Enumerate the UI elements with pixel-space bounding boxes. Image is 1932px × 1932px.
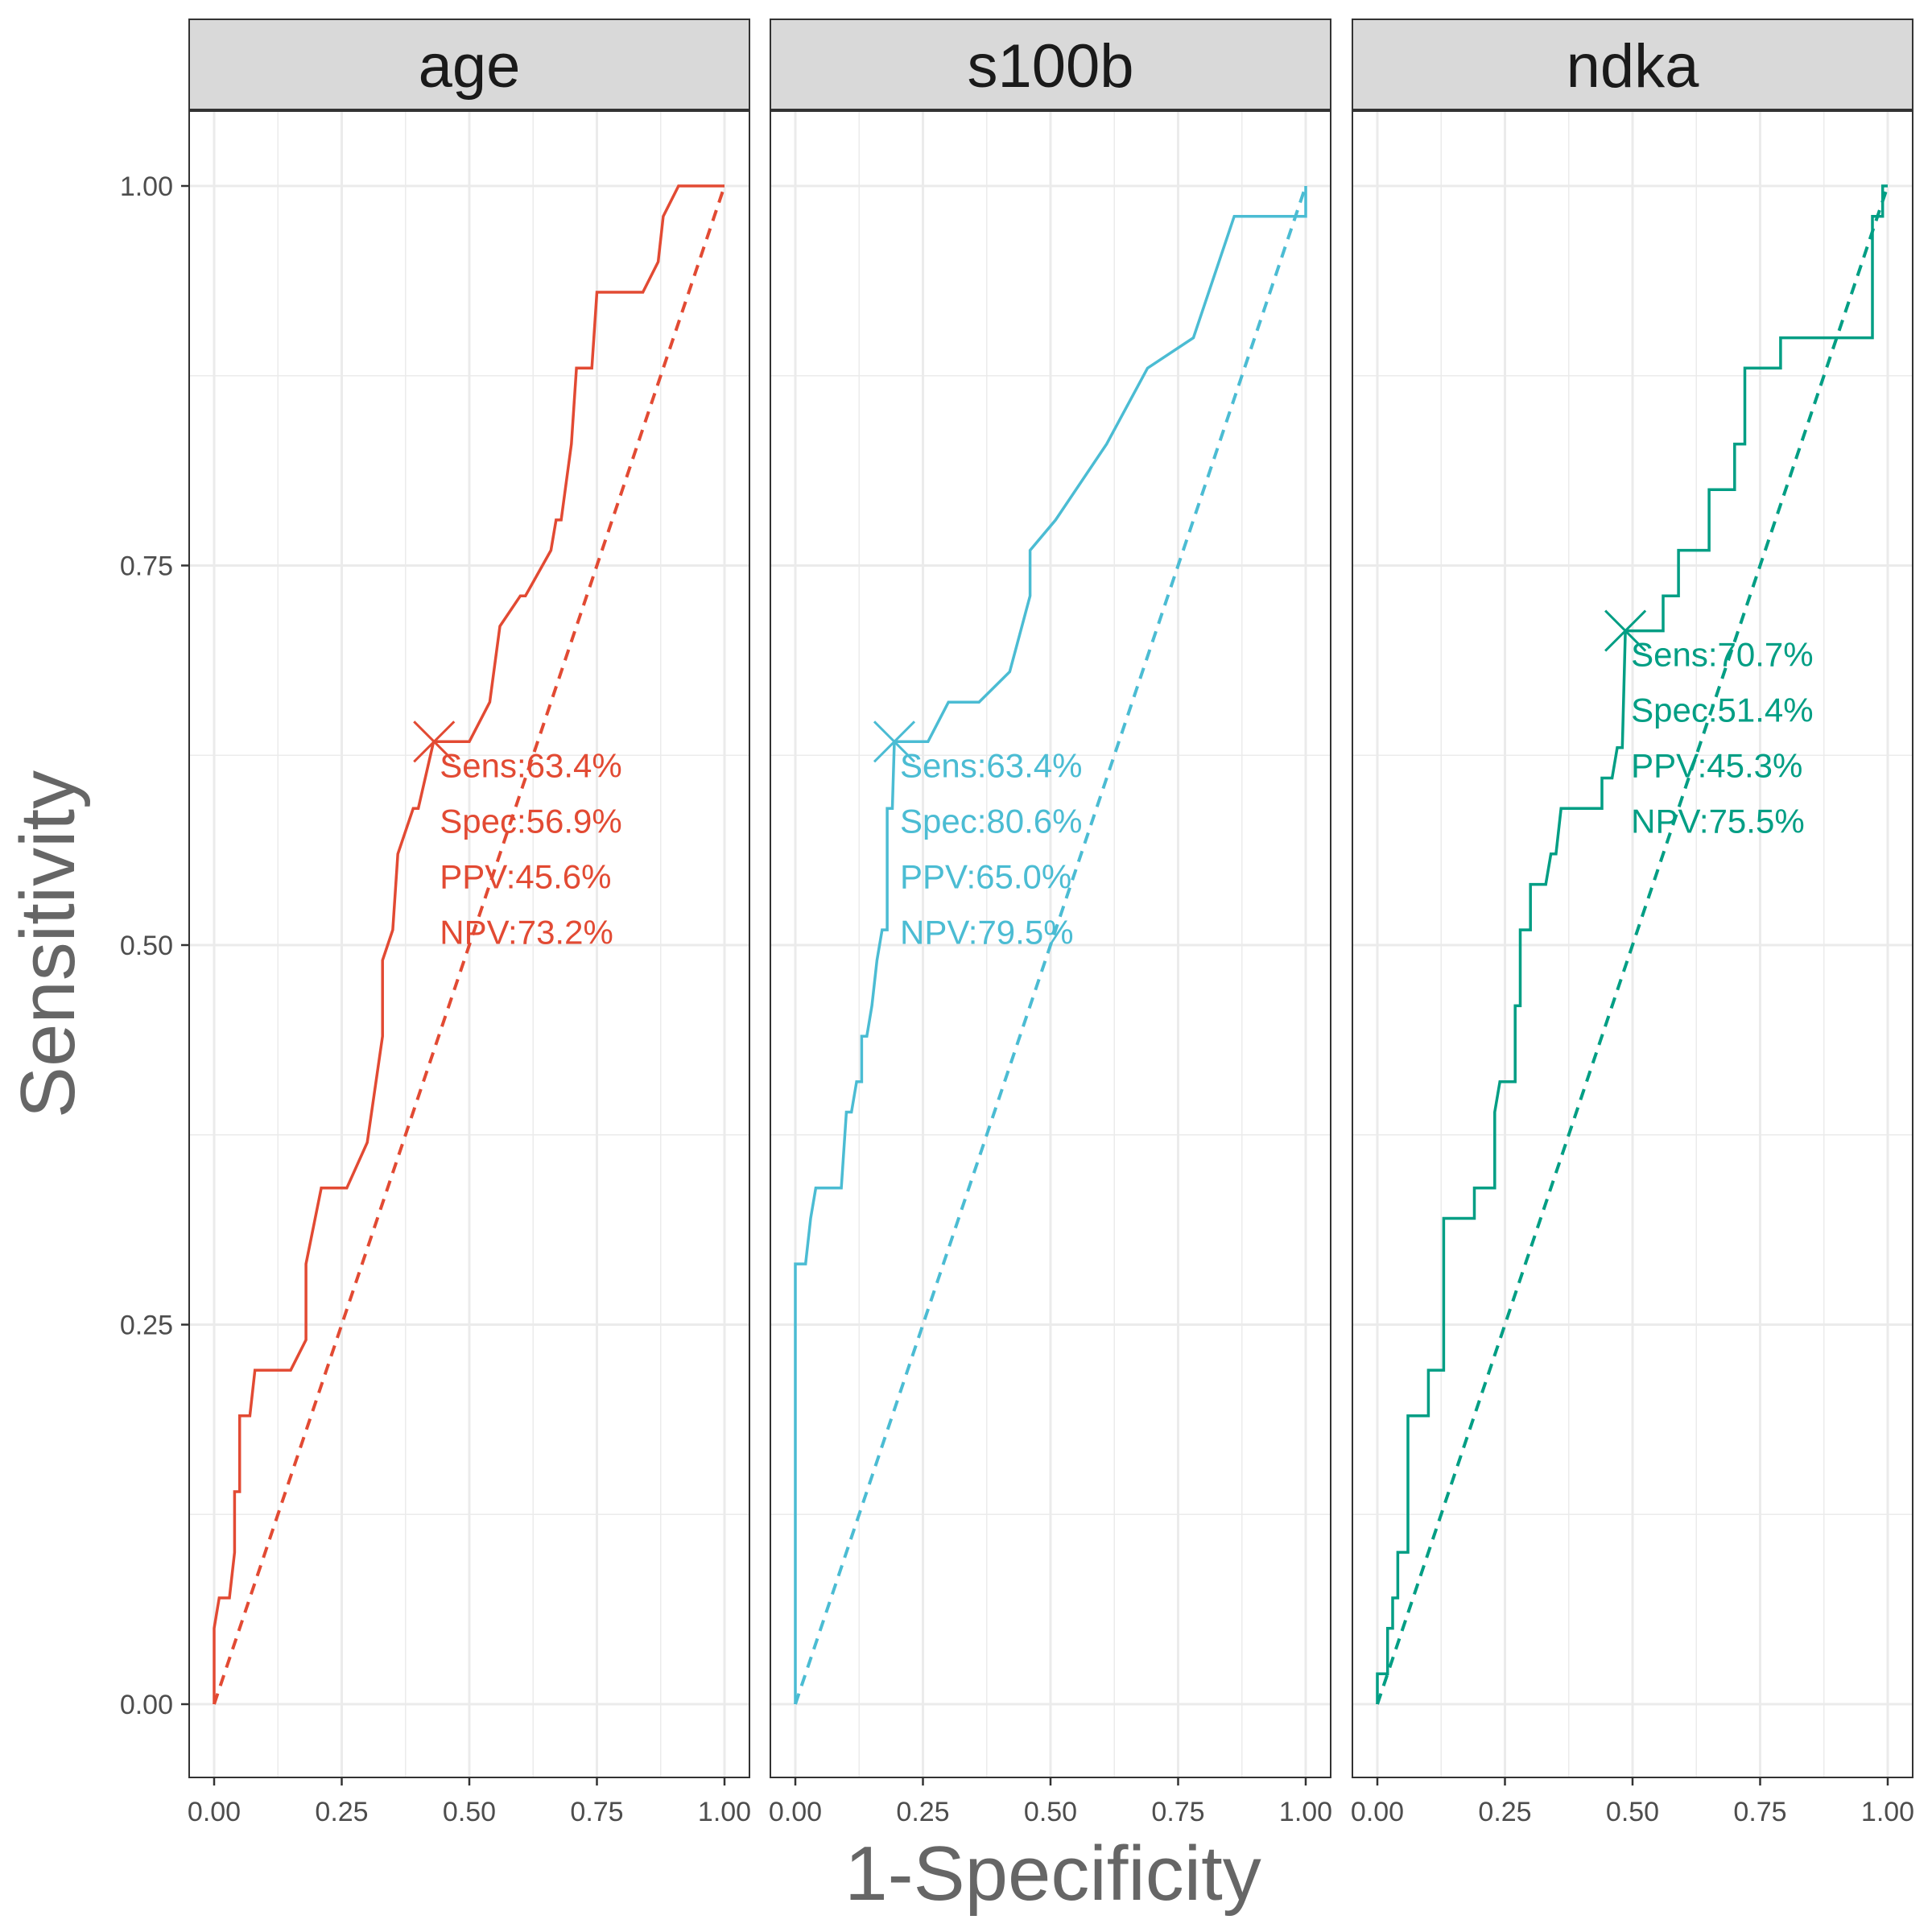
strip-s100b — [770, 19, 1331, 110]
y-tick-label: 0.25 — [120, 1311, 173, 1341]
x-tick-label: 0.50 — [443, 1797, 496, 1827]
strip-ndka — [1352, 19, 1913, 110]
x-tick-label: 0.25 — [315, 1797, 368, 1827]
x-axis-title: 1-Specificity — [844, 1831, 1261, 1917]
annotation-label: Spec:56.9% — [440, 802, 622, 840]
strip-age — [188, 19, 750, 110]
x-tick-label: 1.00 — [1279, 1797, 1332, 1827]
y-tick-label: 0.00 — [120, 1690, 173, 1720]
x-tick-label: 0.75 — [1151, 1797, 1204, 1827]
optimal-point-marker — [1604, 609, 1647, 652]
optimal-point-marker — [873, 720, 916, 763]
annotation-label: NPV:79.5% — [900, 913, 1074, 951]
y-tick-label: 0.50 — [120, 931, 173, 961]
reference-diagonal — [794, 185, 1307, 1705]
x-tick-label: 1.00 — [1861, 1797, 1914, 1827]
x-tick-label: 0.00 — [769, 1797, 822, 1827]
reference-diagonal — [1376, 185, 1889, 1705]
roc-curve-ndka — [1376, 184, 1888, 1704]
roc-curve-s100b — [794, 186, 1307, 1704]
x-tick-label: 0.00 — [188, 1797, 241, 1827]
annotation-label: PPV:45.3% — [1631, 747, 1802, 785]
reference-diagonal — [213, 185, 726, 1705]
annotation-label: NPV:73.2% — [440, 913, 613, 951]
panel-s100b: s100b Sens:63.4% Spec:80.6% PPV:65.0% NPV:79… — [769, 19, 1332, 1827]
x-tick-label: 0.50 — [1606, 1797, 1659, 1827]
y-tick-label: 0.75 — [120, 551, 173, 582]
roc-curve-age — [213, 184, 724, 1704]
x-tick-label: 0.25 — [1478, 1797, 1531, 1827]
x-tick-label: 0.50 — [1024, 1797, 1077, 1827]
annotation-label: Sens:63.4% — [440, 746, 622, 784]
x-tick-label: 0.75 — [1733, 1797, 1786, 1827]
annotation-label: NPV:75.5% — [1631, 803, 1805, 840]
annotation-label: Spec:51.4% — [1631, 691, 1814, 729]
strip-label: ndka — [1567, 32, 1700, 101]
optimal-point-marker — [413, 720, 456, 763]
x-tick-label: 0.00 — [1351, 1797, 1404, 1827]
annotation-label: Sens:70.7% — [1631, 636, 1814, 674]
x-tick-label: 1.00 — [698, 1797, 751, 1827]
panel-ndka: ndka Sens:70.7% Spec:51.4% PPV:45.3% NPV:75.… — [1351, 19, 1914, 1827]
x-tick-label: 0.25 — [896, 1797, 949, 1827]
annotation-label: PPV:45.6% — [440, 857, 611, 895]
panel-age: age Sens:63.4% Spec:56.9% PPV:45.6% NPV:73.2… — [188, 19, 751, 1827]
strip-label: age — [419, 32, 521, 101]
y-axis-title: Sensitivity — [5, 770, 91, 1118]
y-tick-label: 1.00 — [120, 171, 173, 202]
strip-label: s100b — [967, 32, 1133, 101]
annotation-label: Spec:80.6% — [900, 802, 1083, 840]
x-tick-label: 0.75 — [570, 1797, 623, 1827]
annotation-label: PPV:65.0% — [900, 857, 1071, 895]
annotation-label: Sens:63.4% — [900, 746, 1083, 784]
